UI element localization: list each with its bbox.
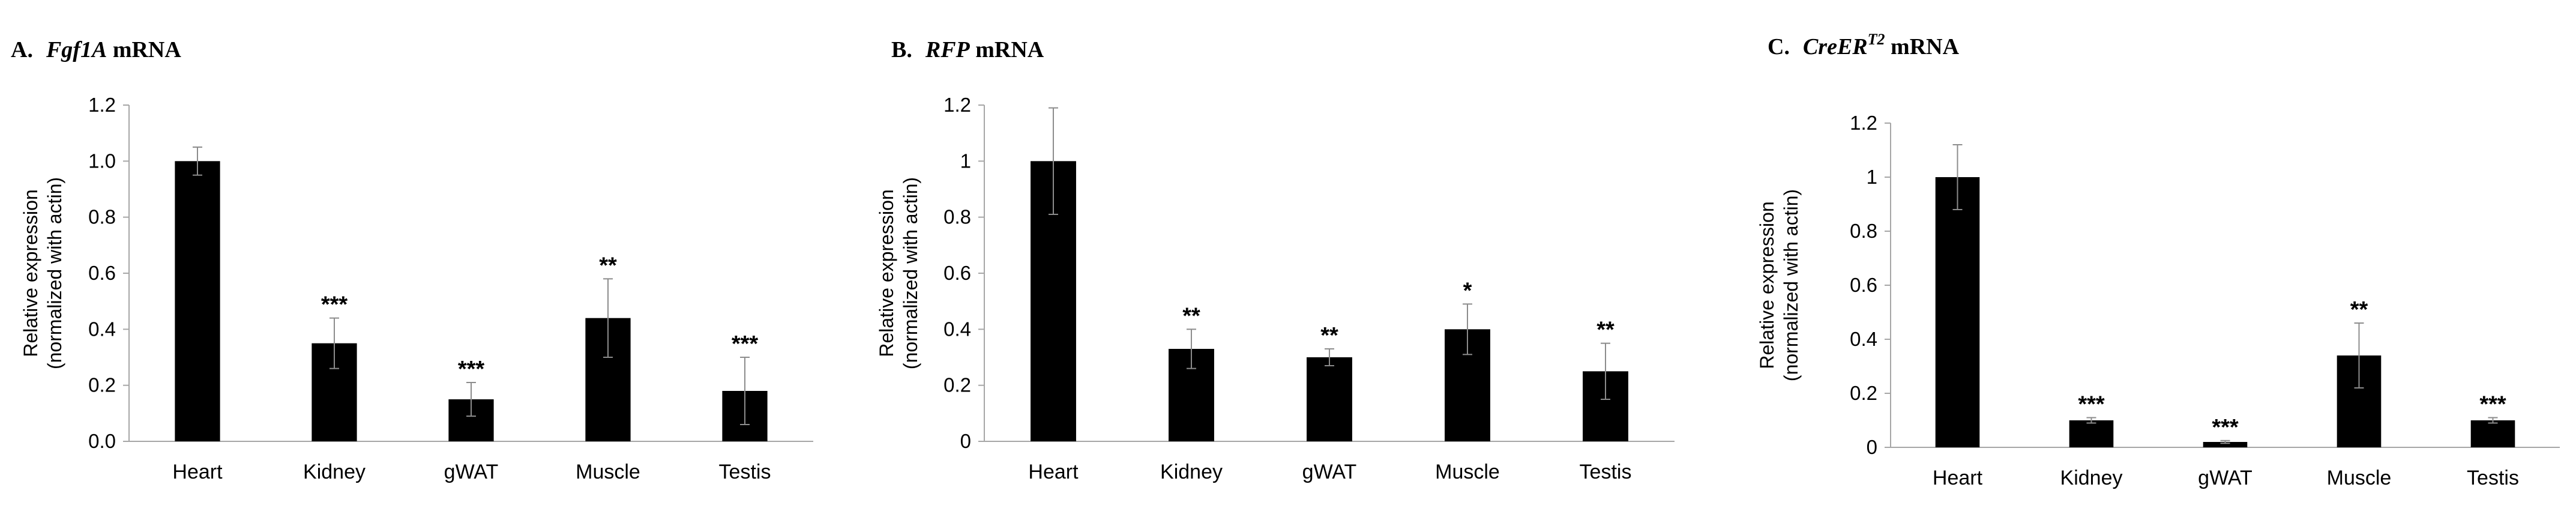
y-tick-label: 1 [960, 150, 971, 172]
y-axis-label-line1: Relative expression [20, 189, 41, 357]
significance-label: *** [732, 331, 759, 357]
y-tick-label: 0 [960, 430, 971, 452]
x-category-label: Muscle [576, 461, 640, 483]
y-tick-label: 1.2 [943, 94, 971, 116]
y-tick-label: 0.8 [943, 206, 971, 228]
x-category-label: Muscle [1435, 461, 1500, 483]
y-axis-label-line1: Relative expression [1756, 201, 1778, 369]
chart-panel-a: A. Fgf1A mRNA Relative expression (normaliz… [11, 37, 813, 483]
x-category-label: Kidney [303, 461, 366, 483]
panel-title: C. CreERT2 mRNA [1768, 31, 1960, 59]
bar [1935, 177, 1980, 447]
y-tick-label: 1.2 [88, 94, 116, 116]
significance-label: ** [1182, 303, 1200, 328]
chart-panel-b: B. RFP mRNA Relative expression (normalized… [876, 37, 1675, 483]
y-tick-label: 0.8 [88, 206, 116, 228]
significance-label: ** [599, 253, 617, 278]
bar [1307, 357, 1352, 441]
panel-letter: C. [1768, 34, 1790, 59]
title-suffix: mRNA [970, 37, 1044, 62]
y-tick-label: 1 [1867, 166, 1877, 188]
y-tick-label: 0.2 [1850, 382, 1877, 404]
y-axis-label-line2: (normalized with actin) [900, 177, 921, 369]
y-tick-label: 0.4 [88, 318, 116, 340]
y-tick-label: 0.6 [88, 262, 116, 284]
y-axis-label-line1: Relative expression [876, 189, 897, 357]
x-category-label: gWAT [1302, 461, 1357, 483]
significance-label: *** [2078, 392, 2105, 417]
x-category-label: Heart [1933, 467, 1983, 489]
significance-label: ** [1596, 318, 1615, 343]
significance-label: * [1463, 278, 1472, 303]
significance-label: ** [1320, 323, 1338, 348]
x-category-label: gWAT [2198, 467, 2252, 489]
chart-panel-c: C. CreERT2 mRNA Relative expression (normal… [1756, 31, 2560, 489]
significance-label: *** [458, 357, 485, 382]
panel-letter: A. [11, 37, 33, 62]
significance-label: *** [2479, 392, 2506, 417]
panel-letter: B. [891, 37, 912, 62]
y-axis-label-line2: (normalized with actin) [1780, 189, 1802, 381]
panel-title: A. Fgf1A mRNA [11, 37, 181, 62]
gene-name: RFP [925, 37, 971, 62]
x-category-label: Testis [2467, 467, 2519, 489]
significance-label: *** [321, 292, 348, 318]
bar [2203, 442, 2248, 447]
y-tick-label: 0.2 [88, 374, 116, 396]
y-tick-label: 0 [1867, 436, 1877, 458]
x-category-label: Kidney [2060, 467, 2123, 489]
x-category-label: Testis [1580, 461, 1632, 483]
x-category-label: Heart [1028, 461, 1079, 483]
bar [175, 161, 220, 441]
y-tick-label: 0.6 [943, 262, 971, 284]
y-tick-label: 1.0 [88, 150, 116, 172]
bar [2470, 420, 2515, 447]
title-suffix: mRNA [107, 37, 181, 62]
significance-label: ** [2350, 297, 2368, 322]
x-category-label: Muscle [2327, 467, 2392, 489]
y-tick-label: 0.6 [1850, 274, 1877, 296]
y-tick-label: 0.2 [943, 374, 971, 396]
panel-title: B. RFP mRNA [891, 37, 1044, 62]
y-tick-label: 1.2 [1850, 112, 1877, 134]
gene-name: CreER [1803, 34, 1868, 59]
x-category-label: Testis [719, 461, 771, 483]
y-axis-label-line2: (normalized with actin) [44, 177, 65, 369]
y-tick-label: 0.4 [943, 318, 971, 340]
gene-name: Fgf1A [46, 37, 107, 62]
x-category-label: Kidney [1160, 461, 1223, 483]
y-tick-label: 0.8 [1850, 220, 1877, 242]
y-tick-label: 0.0 [88, 430, 116, 452]
y-tick-label: 0.4 [1850, 328, 1877, 350]
significance-label: *** [2212, 415, 2239, 440]
bar [2069, 420, 2114, 447]
x-category-label: gWAT [444, 461, 499, 483]
x-category-label: Heart [172, 461, 223, 483]
gene-superscript: T2 [1868, 31, 1885, 48]
title-suffix: mRNA [1885, 34, 1960, 59]
